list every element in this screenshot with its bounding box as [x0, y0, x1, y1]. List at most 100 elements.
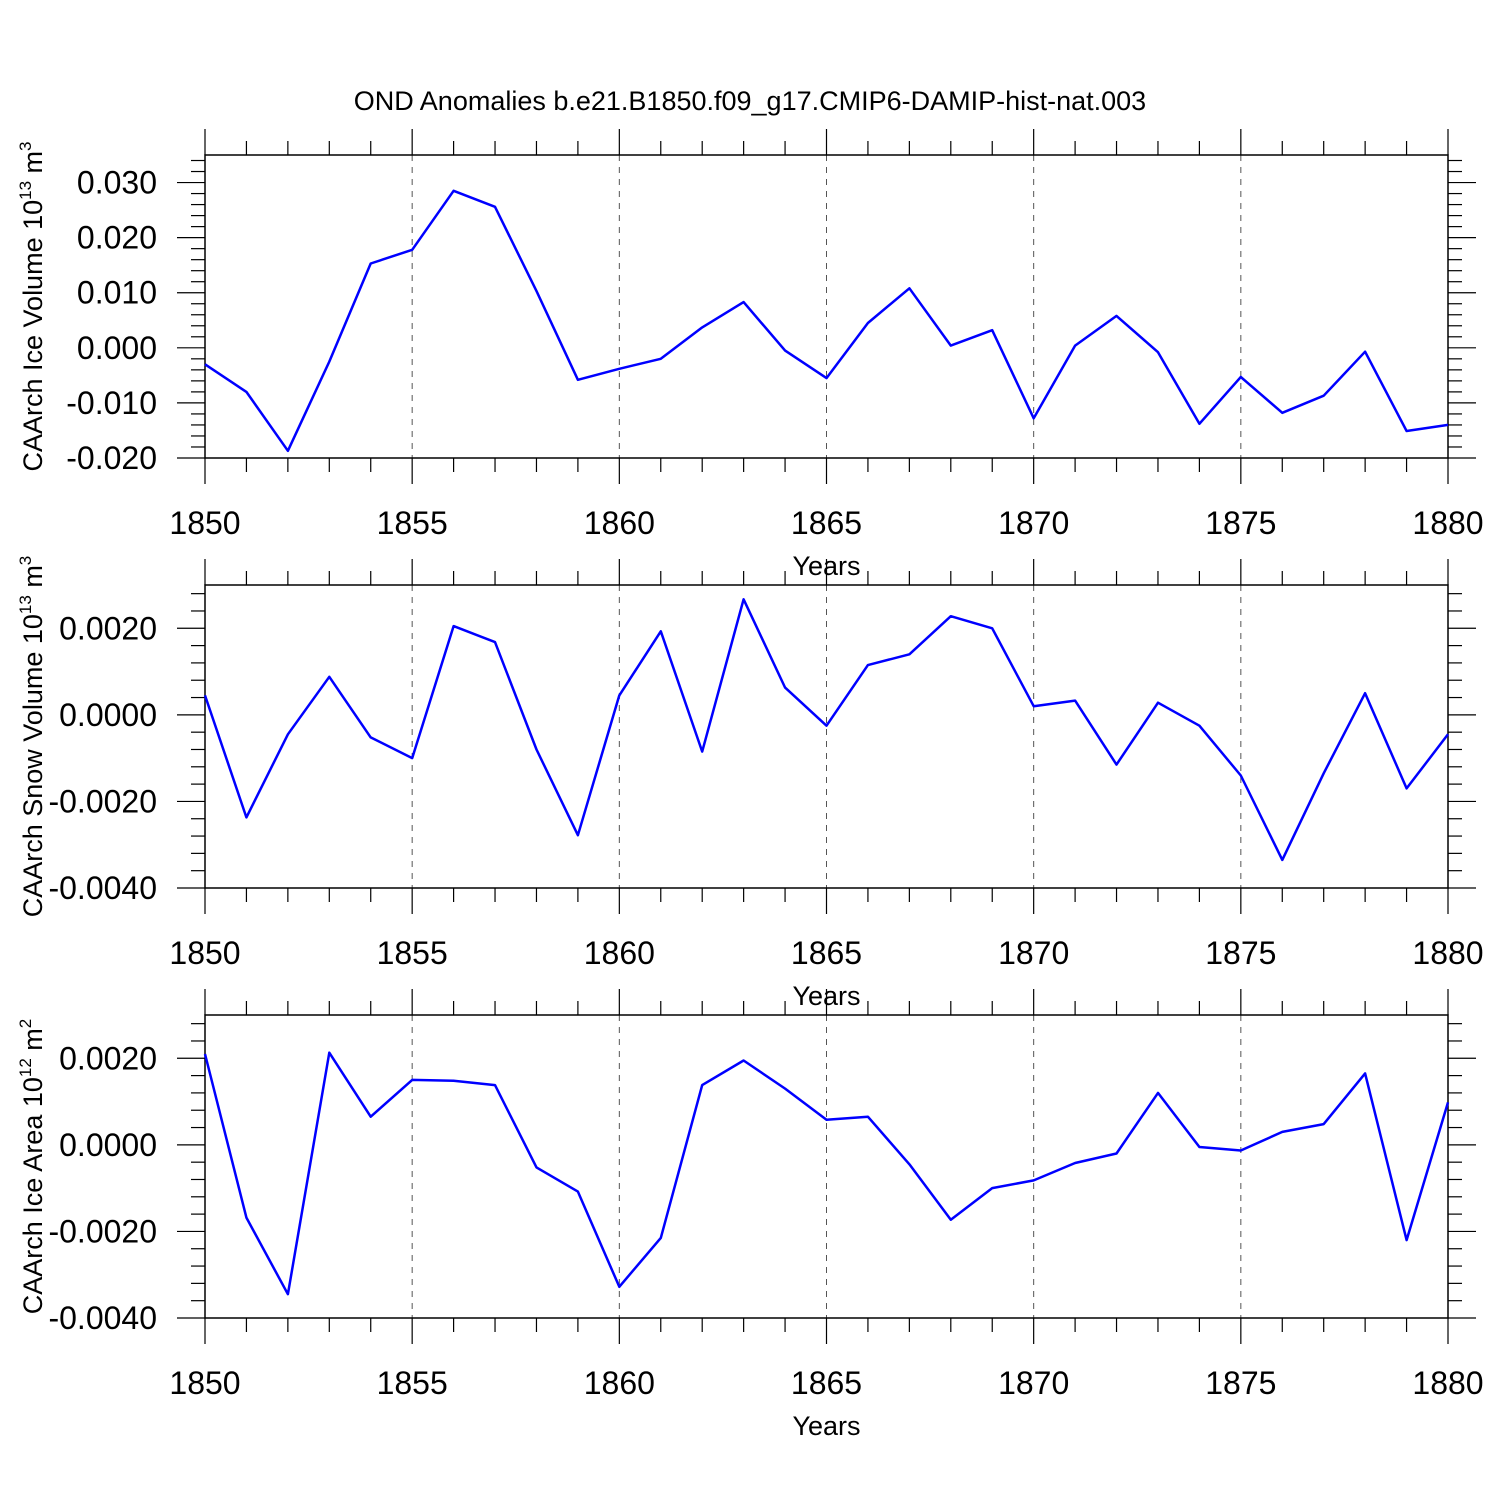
data-point	[867, 1116, 869, 1118]
chart-panel-1: -0.020 -0.010 0.000 0.010 0.020 0.030 1850 1855…	[16, 129, 1484, 581]
y-axis-title-exponent: 13	[16, 595, 35, 614]
y-tick-label: 0.020	[77, 220, 157, 256]
data-point	[660, 358, 662, 360]
y-tick-label: -0.010	[66, 385, 157, 421]
y-tick-label: -0.0020	[48, 783, 157, 819]
data-point	[452, 625, 454, 627]
data-point	[950, 344, 952, 346]
data-point	[411, 249, 413, 251]
y-axis-title-unit-exponent: 3	[16, 556, 35, 565]
data-point	[245, 816, 247, 818]
data-point	[452, 190, 454, 192]
data-point	[577, 1190, 579, 1192]
y-axis-title: CAArch Snow Volume 1013 m3	[16, 556, 48, 918]
data-point	[908, 287, 910, 289]
y-axis-title-exponent: 13	[16, 181, 35, 200]
data-point	[1032, 705, 1034, 707]
data-point	[991, 329, 993, 331]
data-point	[1405, 430, 1407, 432]
y-tick-label: 0.010	[77, 275, 157, 311]
x-tick-label: 1875	[1205, 505, 1276, 541]
y-tick-label: 0.030	[77, 165, 157, 201]
data-point	[1198, 423, 1200, 425]
data-point	[370, 1116, 372, 1118]
data-point	[908, 653, 910, 655]
data-point	[494, 1084, 496, 1086]
data-point	[370, 262, 372, 264]
data-point	[1074, 699, 1076, 701]
x-tick-label: 1850	[169, 505, 240, 541]
data-point	[618, 1286, 620, 1288]
data-point	[867, 322, 869, 324]
y-tick-label: -0.0040	[48, 1300, 157, 1336]
data-point	[618, 368, 620, 370]
data-point	[950, 1219, 952, 1221]
data-point	[535, 748, 537, 750]
data-point	[1447, 1101, 1449, 1103]
y-axis-title-text: CAArch Snow Volume 10	[18, 614, 48, 917]
data-point	[494, 641, 496, 643]
x-tick-label: 1855	[377, 935, 448, 971]
series-line	[203, 1051, 1450, 1296]
data-point	[1281, 412, 1283, 414]
data-point	[991, 627, 993, 629]
data-point	[1115, 315, 1117, 317]
y-tick-label: -0.0020	[48, 1213, 157, 1249]
data-point	[867, 664, 869, 666]
y-tick-label: 0.0000	[59, 1127, 157, 1163]
x-tick-label: 1880	[1412, 1365, 1483, 1401]
data-point	[328, 360, 330, 362]
data-point	[1364, 692, 1366, 694]
y-axis-title-unit: m	[18, 565, 48, 595]
data-point	[742, 1059, 744, 1061]
data-point	[1405, 1239, 1407, 1241]
data-point	[1198, 1146, 1200, 1148]
data-point	[1157, 702, 1159, 704]
data-point	[1032, 417, 1034, 419]
data-point	[1240, 376, 1242, 378]
data-point	[204, 363, 206, 365]
x-tick-label: 1880	[1412, 935, 1483, 971]
x-tick-label: 1860	[584, 505, 655, 541]
y-tick-label: 0.000	[77, 330, 157, 366]
y-axis-title-text: CAArch Ice Volume 10	[18, 200, 48, 472]
data-point	[535, 1166, 537, 1168]
y-axis-title-unit: m	[18, 151, 48, 181]
x-tick-label: 1865	[791, 505, 862, 541]
data-point	[287, 1293, 289, 1295]
data-point	[328, 1051, 330, 1053]
data-point	[1323, 395, 1325, 397]
data-point	[825, 377, 827, 379]
series-line	[203, 598, 1449, 862]
data-point	[1281, 1131, 1283, 1133]
data-point	[1364, 1072, 1366, 1074]
y-tick-label: 0.0020	[59, 610, 157, 646]
data-point	[1447, 733, 1449, 735]
data-point	[825, 1119, 827, 1121]
data-point	[1074, 1162, 1076, 1164]
x-tick-label: 1850	[169, 1365, 240, 1401]
x-tick-label: 1870	[998, 1365, 1069, 1401]
data-point	[1115, 1152, 1117, 1154]
x-axis-title: Years	[792, 1411, 860, 1441]
series-line	[204, 189, 1449, 453]
chart-panel-2: -0.0040 -0.0020 0.0000 0.0020 1850 1855 1860 18…	[16, 556, 1484, 1011]
data-point	[660, 1237, 662, 1239]
data-point	[494, 206, 496, 208]
data-point	[742, 301, 744, 303]
x-tick-label: 1875	[1205, 1365, 1276, 1401]
y-axis-title-unit-exponent: 3	[16, 141, 35, 150]
data-point	[1032, 1179, 1034, 1181]
data-point	[1240, 774, 1242, 776]
data-point	[1157, 351, 1159, 353]
data-point	[660, 630, 662, 632]
data-point	[370, 736, 372, 738]
data-point	[618, 694, 620, 696]
data-point	[784, 349, 786, 351]
x-tick-label: 1855	[377, 1365, 448, 1401]
data-point	[1157, 1092, 1159, 1094]
data-point	[1198, 724, 1200, 726]
data-point	[1074, 344, 1076, 346]
data-point	[701, 1084, 703, 1086]
